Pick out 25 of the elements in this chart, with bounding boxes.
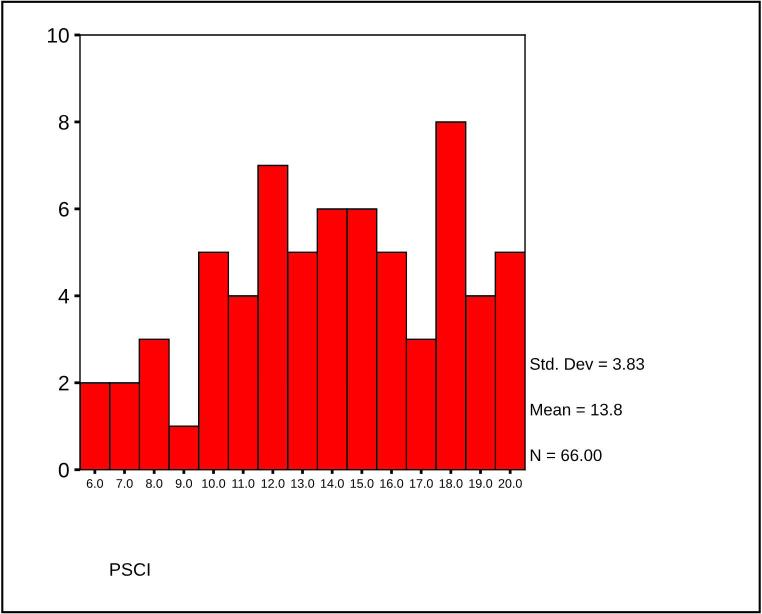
text: Std. Dev = 3.83 — [530, 358, 644, 370]
x-tick-label: 12.0 — [262, 479, 285, 488]
x-tick-label: 17.0 — [410, 479, 433, 488]
text: Mean = 13.8 — [530, 404, 622, 416]
x-tick-label: 8.0 — [146, 479, 162, 488]
x-tick-label: 16.0 — [380, 479, 404, 488]
y-tick-label: 0 — [58, 462, 69, 478]
x-tick-label: 9.0 — [176, 479, 192, 488]
y-tick-label: 6 — [59, 202, 69, 217]
text: N = 66.00 — [530, 449, 602, 462]
x-tick-label: 14.0 — [320, 479, 344, 488]
x-tick-label: 6.0 — [86, 479, 104, 488]
y-tick-label: 2 — [59, 376, 69, 390]
x-tick-label: 10.0 — [202, 479, 226, 488]
y-tick-label: 4 — [58, 289, 69, 304]
x-tick-label: 19.0 — [469, 479, 492, 488]
x-axis-title: PSCI — [110, 563, 150, 576]
y-tick-label: 8 — [58, 114, 69, 130]
x-tick-label: 7.0 — [116, 479, 133, 488]
x-tick-label: 20.0 — [498, 479, 522, 488]
x-tick-label: 13.0 — [291, 479, 314, 488]
y-tick-label: 10 — [48, 28, 69, 43]
x-tick-label: 18.0 — [440, 479, 463, 488]
x-tick-label: 15.0 — [350, 479, 374, 488]
x-tick-label: 11.0 — [232, 479, 254, 488]
